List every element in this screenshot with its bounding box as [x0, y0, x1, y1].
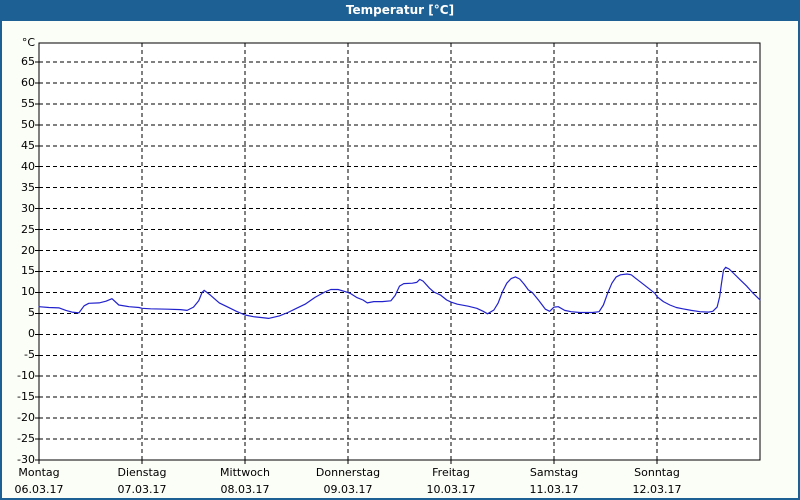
y-axis-tick-label: -30	[17, 453, 35, 466]
y-axis-tick-label: -25	[17, 432, 35, 446]
y-axis-tick-label: -20	[17, 411, 35, 425]
y-axis-tick-label: 0	[28, 327, 35, 341]
day-date-label: 12.03.17	[632, 483, 682, 496]
day-name-label: Mittwoch	[220, 466, 270, 479]
temperature-series-line	[38, 266, 761, 319]
plot-area	[38, 42, 761, 461]
y-axis-tick-label: 10	[21, 285, 35, 299]
day-name-label: Samstag	[529, 466, 579, 479]
y-axis-tick-label: 25	[21, 222, 35, 236]
day-name-label: Freitag	[432, 466, 470, 479]
day-name-label: Montag	[18, 466, 60, 479]
day-name-label: Donnerstag	[315, 466, 381, 479]
y-axis-tick-label: 40	[21, 159, 35, 173]
y-axis-tick-label: 60	[21, 75, 35, 89]
y-axis-tick-label: 45	[21, 138, 35, 152]
y-gridlines	[35, 61, 760, 461]
y-axis-tick-label: 35	[21, 180, 35, 194]
window-title: Temperatur [°C]	[345, 3, 455, 17]
day-name-label: Sonntag	[634, 466, 680, 479]
y-axis-tick-label: 30	[21, 201, 35, 215]
day-date-label: 07.03.17	[117, 483, 167, 496]
y-axis-tick-label: 50	[21, 117, 35, 131]
y-axis-tick-label: 20	[21, 243, 35, 257]
day-date-label: 11.03.17	[529, 483, 579, 496]
y-axis-tick-label: 55	[21, 96, 35, 110]
x-gridlines	[38, 43, 658, 464]
day-date-label: 06.03.17	[14, 483, 64, 496]
y-axis-tick-label: 15	[21, 264, 35, 278]
y-axis-tick-label: -5	[24, 348, 35, 362]
day-date-label: 10.03.17	[426, 483, 476, 496]
day-name-label: Dienstag	[117, 466, 167, 479]
y-axis-tick-label: -10	[17, 369, 35, 383]
y-axis-tick-label: 65	[21, 55, 35, 68]
window-titlebar: Temperatur [°C]	[0, 0, 800, 21]
day-date-label: 08.03.17	[220, 483, 270, 496]
y-axis-unit-label: °C	[21, 36, 35, 49]
day-date-label: 09.03.17	[323, 483, 373, 496]
y-axis-tick-label: 5	[28, 306, 35, 320]
y-axis-tick-label: -15	[17, 390, 35, 404]
